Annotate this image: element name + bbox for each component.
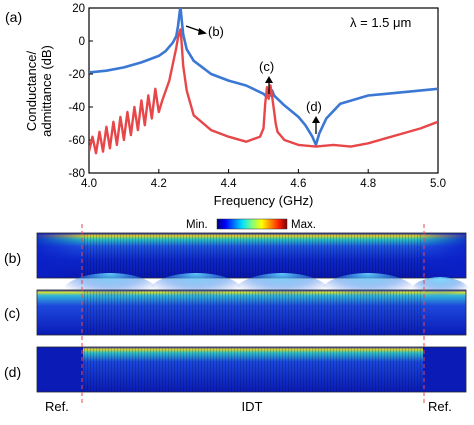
y-axis-label-line1: Conductance/: [24, 51, 39, 132]
wavelength-label: λ = 1.5 μm: [350, 15, 411, 30]
x-tick-label: 4.0: [81, 178, 97, 190]
series-line-conductance: [89, 28, 438, 155]
annotation-c-label: (c): [259, 59, 274, 74]
x-tick-label: 4.2: [151, 178, 167, 190]
x-tick-label: 4.6: [290, 178, 306, 190]
x-axis-label: Frequency (GHz): [214, 193, 314, 208]
field-panel-d: (d): [4, 346, 467, 393]
label-ref-right: Ref.: [428, 399, 452, 414]
y-tick-label: 0: [79, 36, 85, 48]
annotation-d-label: (d): [306, 99, 322, 114]
y-tick-label: -20: [68, 69, 85, 81]
colorbar-min-label: Min.: [186, 219, 208, 231]
x-tick-label: 5.0: [430, 178, 446, 190]
colorbar-max-label: Max.: [291, 219, 316, 231]
panel-a-label: (a): [5, 9, 22, 25]
annotation-d: (d): [306, 99, 322, 134]
field-panel-d-label: (d): [4, 364, 21, 380]
annotation-b: (b): [185, 24, 224, 39]
annotation-c: (c): [259, 59, 274, 94]
annotation-b-label: (b): [208, 24, 224, 39]
x-axis: 4.0 4.2 4.4 4.6 4.8 5.0: [81, 169, 446, 190]
y-tick-label: -60: [68, 135, 85, 147]
x-tick-label: 4.4: [221, 178, 238, 190]
y-axis: -80 -60 -40 -20 0 20: [68, 3, 93, 180]
label-idt: IDT: [242, 399, 263, 414]
label-ref-left: Ref.: [45, 399, 69, 414]
field-panel-b-label: (b): [4, 250, 21, 266]
colorbar: [216, 218, 288, 230]
plot-frame: [88, 7, 439, 174]
x-tick-label: 4.8: [360, 178, 376, 190]
field-panel-c-label: (c): [4, 305, 20, 321]
series-line-admittance: [89, 8, 438, 147]
y-axis-label-line2: admittance (dB): [39, 45, 54, 137]
y-tick-label: -80: [68, 168, 85, 180]
field-panel-b: (b): [4, 232, 467, 279]
field-panel-c: (c): [4, 273, 470, 336]
y-tick-label: -40: [68, 102, 85, 114]
y-tick-label: 20: [72, 3, 85, 15]
